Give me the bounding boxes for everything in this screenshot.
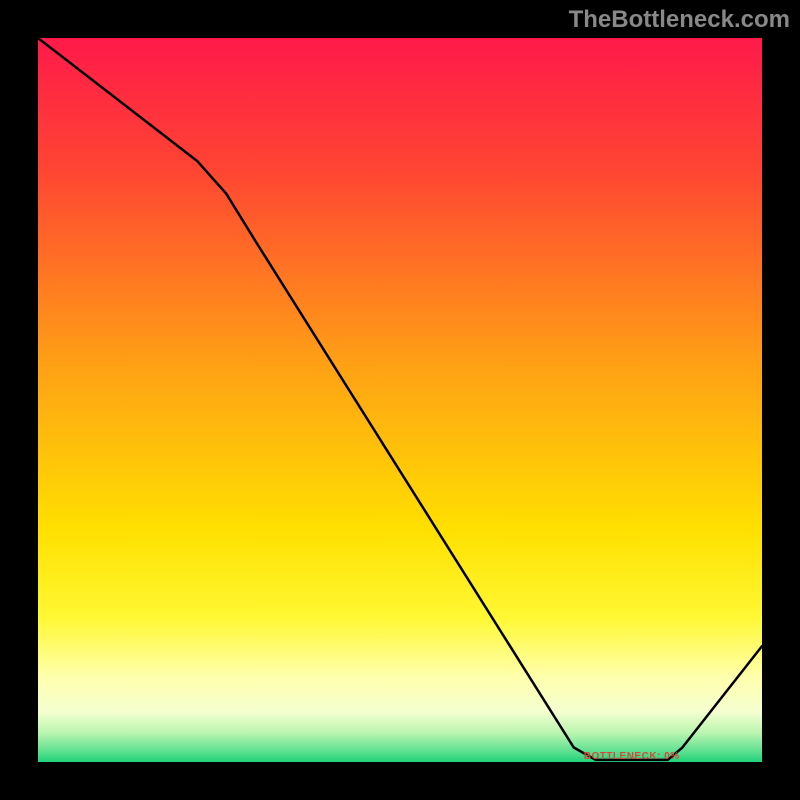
bottleneck-label: BOTTLENECK: 0% <box>584 751 680 762</box>
plot-area: BOTTLENECK: 0% <box>38 38 762 762</box>
chart-container: { "attribution": { "text": "TheBottlenec… <box>0 0 800 800</box>
gradient-background <box>38 38 762 762</box>
attribution-text: TheBottleneck.com <box>569 6 790 34</box>
